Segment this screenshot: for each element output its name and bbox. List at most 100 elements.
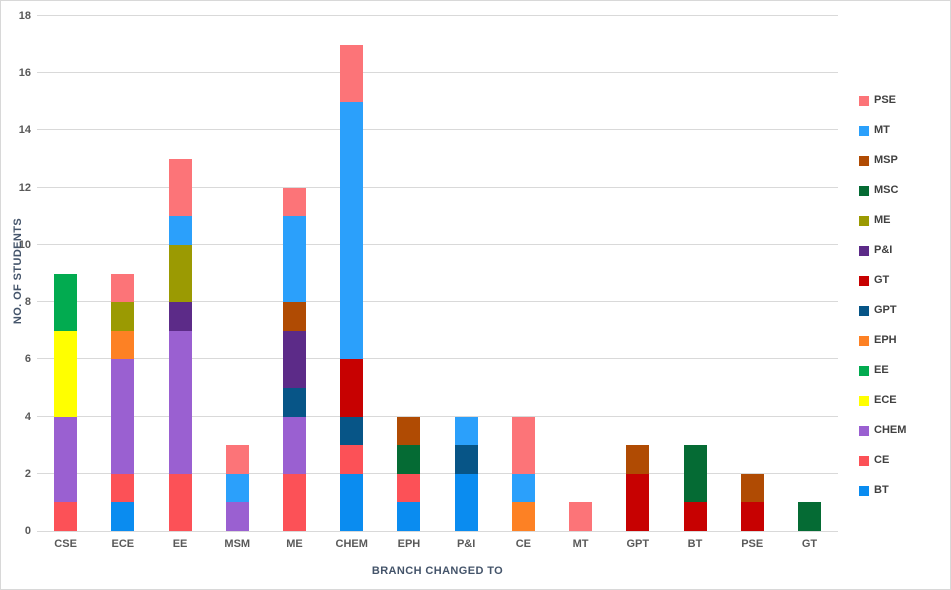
bar-stack [454, 16, 478, 531]
bar-segment-msp [626, 445, 650, 474]
bar-segment-msp [397, 416, 421, 446]
bar-slot-me [266, 16, 323, 531]
bar-segment-bt [397, 502, 421, 531]
legend-label: BT [874, 484, 889, 496]
legend-item-mt: MT [859, 124, 906, 137]
bar-segment-ee [54, 273, 78, 331]
bar-segment-bt [340, 473, 364, 531]
gridline [37, 472, 838, 474]
x-tick-label: CHEM [335, 538, 368, 550]
gridline [37, 129, 838, 131]
legend-label: MT [874, 124, 890, 136]
legend-label: ME [874, 214, 891, 226]
bar-stack [797, 16, 821, 531]
bar-slot-ece [94, 16, 151, 531]
bar-stack [225, 16, 249, 531]
x-axis-title: BRANCH CHANGED TO [371, 565, 504, 577]
y-tick-label: 2 [24, 467, 31, 480]
bar-slot-gpt [609, 16, 666, 531]
bar-segment-ce [111, 473, 135, 503]
bar-slot-msm [209, 16, 266, 531]
x-axis-labels: CSE ECE EE MSM ME CHEM EPH P&I CE MT GPT BT PSE GT [37, 538, 838, 550]
bar-segment-ce [397, 473, 421, 503]
bar-segment-chem [282, 416, 306, 474]
legend-swatch-icon [859, 365, 869, 376]
legend-swatch-icon [859, 215, 869, 226]
legend-item-ece: ECE [859, 394, 906, 407]
y-tick-label: 14 [18, 124, 31, 137]
bar-segment-ce [282, 473, 306, 531]
bar-segment-gpt [454, 445, 478, 474]
bar-segment-chem [111, 359, 135, 474]
gridline [37, 186, 838, 188]
bar-slot-pi [438, 16, 495, 531]
bar-segment-msc [397, 445, 421, 474]
legend-item-me: ME [859, 214, 906, 227]
gridline [37, 358, 838, 360]
bar-segment-gt [683, 502, 707, 531]
bars [37, 16, 838, 531]
bar-segment-eph [511, 502, 535, 531]
bar-slot-cse [37, 16, 94, 531]
gridline [37, 72, 838, 74]
bar-slot-eph [380, 16, 437, 531]
bar-segment-bt [111, 502, 135, 531]
bar-segment-gt [340, 359, 364, 417]
bar-segment-pi [282, 330, 306, 388]
legend-label: MSC [874, 184, 899, 196]
bar-segment-ce [54, 502, 78, 531]
legend-item-eph: EPH [859, 334, 906, 347]
bar-segment-pse [511, 416, 535, 474]
y-tick-label: 16 [18, 67, 31, 80]
bar-slot-chem [323, 16, 380, 531]
legend-swatch-icon [859, 245, 869, 256]
y-tick-label: 10 [18, 238, 31, 251]
bar-segment-msc [683, 445, 707, 503]
y-tick-label: 12 [18, 181, 31, 194]
bar-segment-me [111, 302, 135, 331]
legend-label: GT [874, 274, 890, 286]
legend-item-chem: CHEM [859, 424, 906, 437]
x-tick-label: ME [286, 538, 303, 550]
legend-item-ce: CE [859, 454, 906, 467]
legend-swatch-icon [859, 455, 869, 466]
bar-stack [282, 16, 306, 531]
bar-segment-msc [797, 502, 821, 531]
legend-swatch-icon [859, 395, 869, 406]
x-tick-label: CE [515, 538, 531, 550]
legend-label: P&I [874, 244, 893, 256]
bar-slot-ce [495, 16, 552, 531]
y-tick-label: 6 [24, 353, 31, 366]
bar-segment-pi [168, 302, 192, 331]
bar-stack [397, 16, 421, 531]
legend-swatch-icon [859, 305, 869, 316]
bar-segment-pse [569, 502, 593, 531]
y-tick-label: 18 [18, 10, 31, 22]
legend-label: ECE [874, 394, 897, 406]
y-tick-label: 4 [24, 410, 31, 423]
bar-segment-chem [54, 416, 78, 503]
bar-segment-eph [111, 330, 135, 360]
legend-swatch-icon [859, 275, 869, 286]
x-tick-label: MSM [224, 538, 251, 550]
x-tick-label: PSE [741, 538, 764, 550]
legend-item-gt: GT [859, 274, 906, 287]
gridline [37, 243, 838, 245]
bar-slot-pse [724, 16, 781, 531]
bar-slot-mt [552, 16, 609, 531]
bar-segment-msp [282, 302, 306, 331]
bar-segment-mt [340, 101, 364, 360]
bar-segment-msp [740, 473, 764, 503]
bar-stack [111, 16, 135, 531]
bar-stack [683, 16, 707, 531]
bar-segment-gpt [282, 387, 306, 417]
bar-slot-bt [666, 16, 723, 531]
bar-segment-pse [340, 44, 364, 102]
bar-segment-bt [454, 473, 478, 531]
x-tick-label: BT [687, 538, 703, 550]
bar-segment-pse [282, 187, 306, 217]
bar-stack [626, 16, 650, 531]
bar-stack [340, 16, 364, 531]
legend-item-pse: PSE [859, 94, 906, 107]
bar-segment-pse [168, 159, 192, 217]
